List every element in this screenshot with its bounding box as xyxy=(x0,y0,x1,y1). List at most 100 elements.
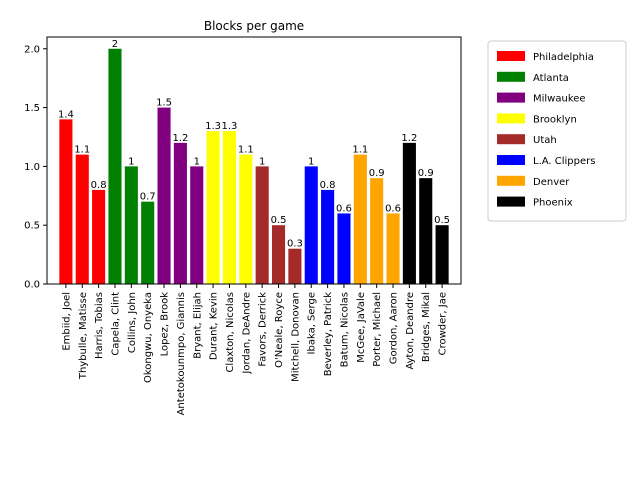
bar xyxy=(353,154,367,284)
data-label: 1.4 xyxy=(58,109,74,120)
legend-label: L.A. Clippers xyxy=(533,156,595,167)
x-tick-label: Jordan, DeAndre xyxy=(241,292,252,375)
data-label: 0.9 xyxy=(418,168,434,179)
x-tick-label: Mitchell, Donovan xyxy=(290,292,301,382)
legend-swatch xyxy=(497,92,525,103)
x-tick-label: Embiid, Joel xyxy=(61,292,72,351)
bar xyxy=(75,154,89,284)
data-label: 0.7 xyxy=(140,192,156,203)
bar xyxy=(124,166,138,284)
x-axis: Embiid, Joel Thybulle, Matisse Harris, Tob… xyxy=(61,284,449,415)
x-tick-label: Bridges, Mikal xyxy=(421,292,432,362)
y-tick-label: 0.5 xyxy=(24,221,40,232)
data-label: 0.5 xyxy=(434,215,450,226)
x-tick-label: Favors, Derrick xyxy=(258,292,269,367)
data-label: 1.1 xyxy=(238,145,254,156)
legend-swatch xyxy=(497,155,525,165)
x-tick-label: Ibaka, Serge xyxy=(307,292,318,354)
bar xyxy=(222,131,237,284)
bar xyxy=(157,107,171,284)
bar xyxy=(402,142,416,284)
y-tick-label: 1.0 xyxy=(24,162,40,173)
x-tick-label: Claxton, Nicolas xyxy=(225,292,236,373)
x-tick-label: Lopez, Brook xyxy=(160,292,171,357)
data-label: 0.6 xyxy=(336,203,352,214)
data-label: 1.2 xyxy=(172,133,188,144)
data-label: 1.1 xyxy=(352,145,368,156)
data-label: 0.8 xyxy=(91,180,107,191)
legend-swatch xyxy=(497,134,525,145)
x-tick-label: Collins, John xyxy=(127,292,138,353)
data-label: 1.2 xyxy=(401,133,417,144)
x-tick-label: Durant, Kevin xyxy=(209,292,220,360)
data-label: 0.5 xyxy=(271,215,287,226)
data-label: 1.5 xyxy=(156,98,172,109)
bar xyxy=(419,178,433,284)
x-tick-label: Okongwu, Onyeka xyxy=(143,292,154,383)
bar xyxy=(321,189,335,284)
x-tick-label: Antetokounmpo, Giannis xyxy=(176,292,187,415)
legend-box xyxy=(487,40,627,222)
bar xyxy=(141,201,155,284)
y-tick-label: 2.0 xyxy=(24,44,40,55)
legend-label: Philadelphia xyxy=(533,52,594,63)
data-labels-group: 1.4 1.1 0.8 2 1 0.7 1.5 1.2 1 1.3 1.3 1.1 1 0.5 0.3 1 0.… xyxy=(58,39,450,250)
x-tick-label: Crowder, Jae xyxy=(438,292,449,355)
bar xyxy=(255,166,269,284)
legend-label: Phoenix xyxy=(533,198,573,209)
y-tick-label: 1.5 xyxy=(24,103,40,114)
legend-swatch xyxy=(497,196,525,207)
x-tick-label: Gordon, Aaron xyxy=(389,292,400,364)
bar xyxy=(59,119,73,284)
x-tick-label: Batum, Nicolas xyxy=(339,292,350,367)
bar xyxy=(337,213,351,284)
bar xyxy=(190,166,204,284)
legend-swatch xyxy=(497,51,525,61)
x-tick-label: Beverley, Patrick xyxy=(323,292,334,376)
bar xyxy=(370,178,384,284)
data-label: 1.1 xyxy=(74,145,90,156)
chart-title: Blocks per game xyxy=(204,19,304,33)
y-axis: 0.0 0.5 1.0 1.5 2.0 xyxy=(24,44,47,291)
bar xyxy=(239,154,253,284)
bar xyxy=(435,225,449,284)
x-tick-label: O'Neale, Royce xyxy=(274,292,285,368)
bar xyxy=(108,48,122,285)
x-tick-label: Harris, Tobias xyxy=(94,292,105,359)
data-label: 0.6 xyxy=(385,203,401,214)
x-tick-label: Bryant, Elijah xyxy=(192,292,203,359)
x-tick-label: Porter, Michael xyxy=(372,292,383,367)
legend-label: Atlanta xyxy=(533,73,569,84)
bar xyxy=(288,248,302,284)
bar xyxy=(271,225,286,284)
bar xyxy=(304,166,318,284)
data-label: 1 xyxy=(308,156,314,167)
data-label: 1.3 xyxy=(205,121,221,132)
bar xyxy=(206,131,220,284)
x-tick-label: McGee, JaVale xyxy=(356,292,367,363)
data-label: 0.8 xyxy=(320,180,336,191)
bar xyxy=(173,142,187,284)
legend-swatch xyxy=(497,71,525,82)
data-label: 1 xyxy=(128,156,134,167)
data-label: 0.9 xyxy=(369,168,385,179)
x-tick-label: Thybulle, Matisse xyxy=(78,292,89,380)
bar xyxy=(386,213,400,284)
legend: Philadelphia Atlanta Milwaukee Brooklyn Utah… xyxy=(487,40,627,222)
legend-label: Denver xyxy=(533,177,570,188)
legend-swatch xyxy=(497,113,525,124)
y-tick-label: 0.0 xyxy=(24,280,40,291)
bar xyxy=(92,189,106,284)
bars-group xyxy=(59,48,449,285)
x-tick-label: Capela, Clint xyxy=(110,292,121,356)
data-label: 1 xyxy=(194,156,200,167)
data-label: 1.3 xyxy=(222,121,238,132)
legend-label: Milwaukee xyxy=(533,94,586,105)
data-label: 0.3 xyxy=(287,239,303,250)
legend-label: Utah xyxy=(533,135,557,146)
data-label: 2 xyxy=(112,39,118,50)
x-tick-label: Ayton, Deandre xyxy=(405,292,416,370)
data-label: 1 xyxy=(259,156,265,167)
